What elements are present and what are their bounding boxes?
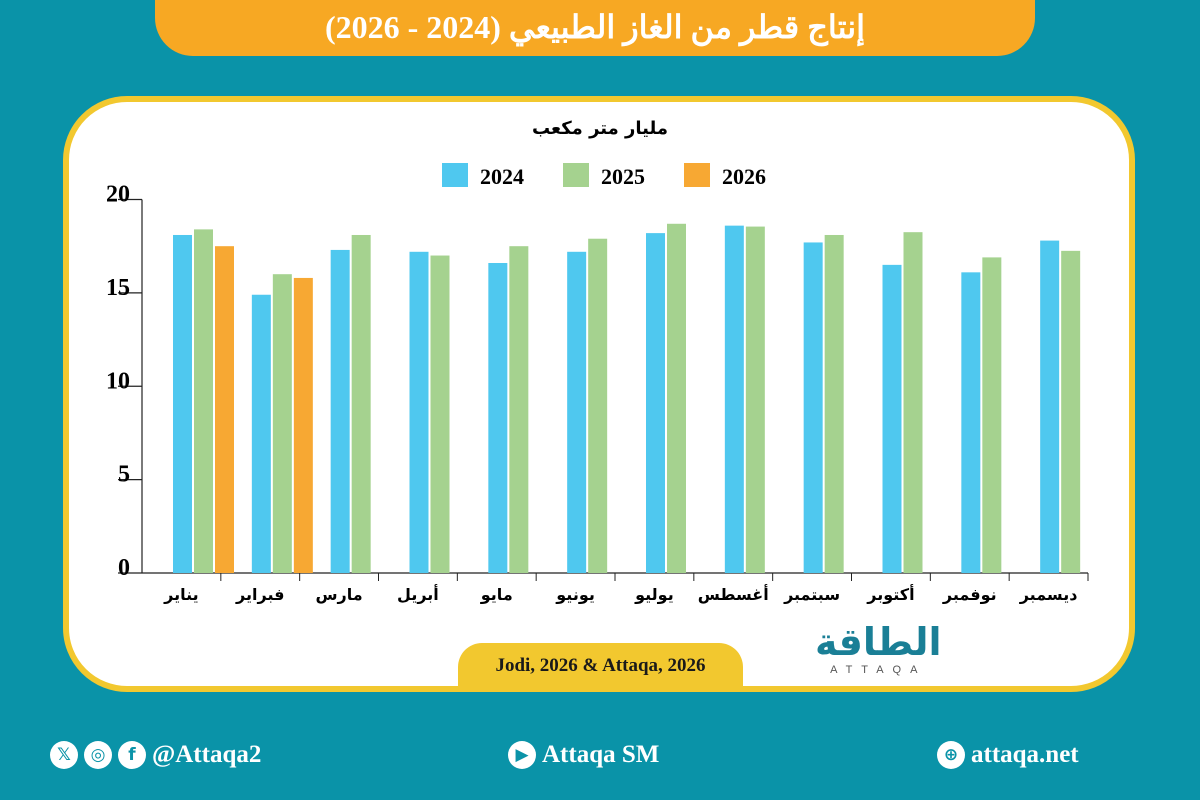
x-tick-label: أبريل [397,584,439,604]
bar-2025 [509,246,529,573]
youtube-link: ▶ Attaqa SM [508,735,659,775]
instagram-icon[interactable]: ◎ [84,741,112,769]
x-tick-label: مارس [315,585,362,604]
bar-2024 [409,251,429,574]
twitter-handle[interactable]: @Attaqa2 [152,741,262,768]
x-tick-label: أكتوبر [866,584,914,604]
x-tick-label: أغسطس [698,584,769,604]
chart-title: إنتاج قطر من الغاز الطبيعي (2024 - 2026) [324,9,866,45]
y-axis-label: مليار متر مكعب [532,118,668,139]
y-tick-label: 5 [118,462,130,488]
bar-2025 [194,229,213,573]
bar-2025 [745,226,765,574]
website-link: ⊕ attaqa.net [937,735,1079,775]
facebook-icon[interactable]: f [118,741,146,769]
x-tick-label: فبراير [235,585,284,604]
bar-2026 [215,246,234,573]
y-tick-label: 20 [106,182,130,208]
logo-arabic: الطاقة [815,620,942,664]
bar-2024 [961,272,981,573]
title-banner: إنتاج قطر من الغاز الطبيعي (2024 - 2026) [155,0,1035,56]
logo-latin: ATTAQA [830,664,927,676]
bar-2024 [646,233,665,574]
bar-2024 [882,264,902,573]
x-tick-label: يونيو [555,585,595,604]
youtube-icon[interactable]: ▶ [508,741,536,769]
bar-2025 [272,274,292,573]
bar-2024 [724,225,744,573]
bar-2024 [567,251,587,574]
legend-swatch-2024 [442,163,468,187]
source-label: Jodi, 2026 & Attaqa, 2026 [458,643,743,689]
bar-2025 [667,223,686,573]
bar-2024 [488,262,508,573]
x-tick-label: مايو [480,585,513,604]
globe-icon[interactable]: ⊕ [937,741,965,769]
bar-2025 [1061,250,1081,573]
bar-2024 [251,294,271,573]
y-tick-label: 15 [106,275,130,301]
x-tick-label: سبتمبر [783,585,840,604]
legend-swatch-2026 [684,163,710,187]
bar-2025 [430,255,450,573]
x-icon[interactable]: 𝕏 [50,741,78,769]
bar-2024 [330,249,350,574]
x-tick-label: يناير [163,585,199,604]
legend-label-2026: 2026 [722,164,766,189]
attaqa-logo: الطاقة ATTAQA [815,620,942,676]
legend-label-2025: 2025 [601,164,645,189]
youtube-name[interactable]: Attaqa SM [542,741,660,768]
x-tick-label: يوليو [634,585,674,604]
bar-2026 [293,277,313,573]
y-tick-label: 0 [118,555,130,581]
bar-2024 [803,242,823,573]
bar-2025 [903,232,923,573]
bar-2024 [173,234,192,574]
x-tick-label: ديسمبر [1019,585,1078,604]
x-tick-label: نوفمبر [942,585,997,604]
website-url[interactable]: attaqa.net [971,741,1079,768]
bar-2025 [982,257,1002,573]
bar-2025 [824,234,844,574]
bar-2024 [1040,240,1060,573]
bar-2025 [588,238,608,573]
legend-label-2024: 2024 [480,164,524,189]
legend-swatch-2025 [563,163,589,187]
social-handles: 𝕏 ◎ f @Attaqa2 [50,735,261,775]
bar-2025 [351,234,371,574]
y-tick-label: 10 [106,368,130,394]
